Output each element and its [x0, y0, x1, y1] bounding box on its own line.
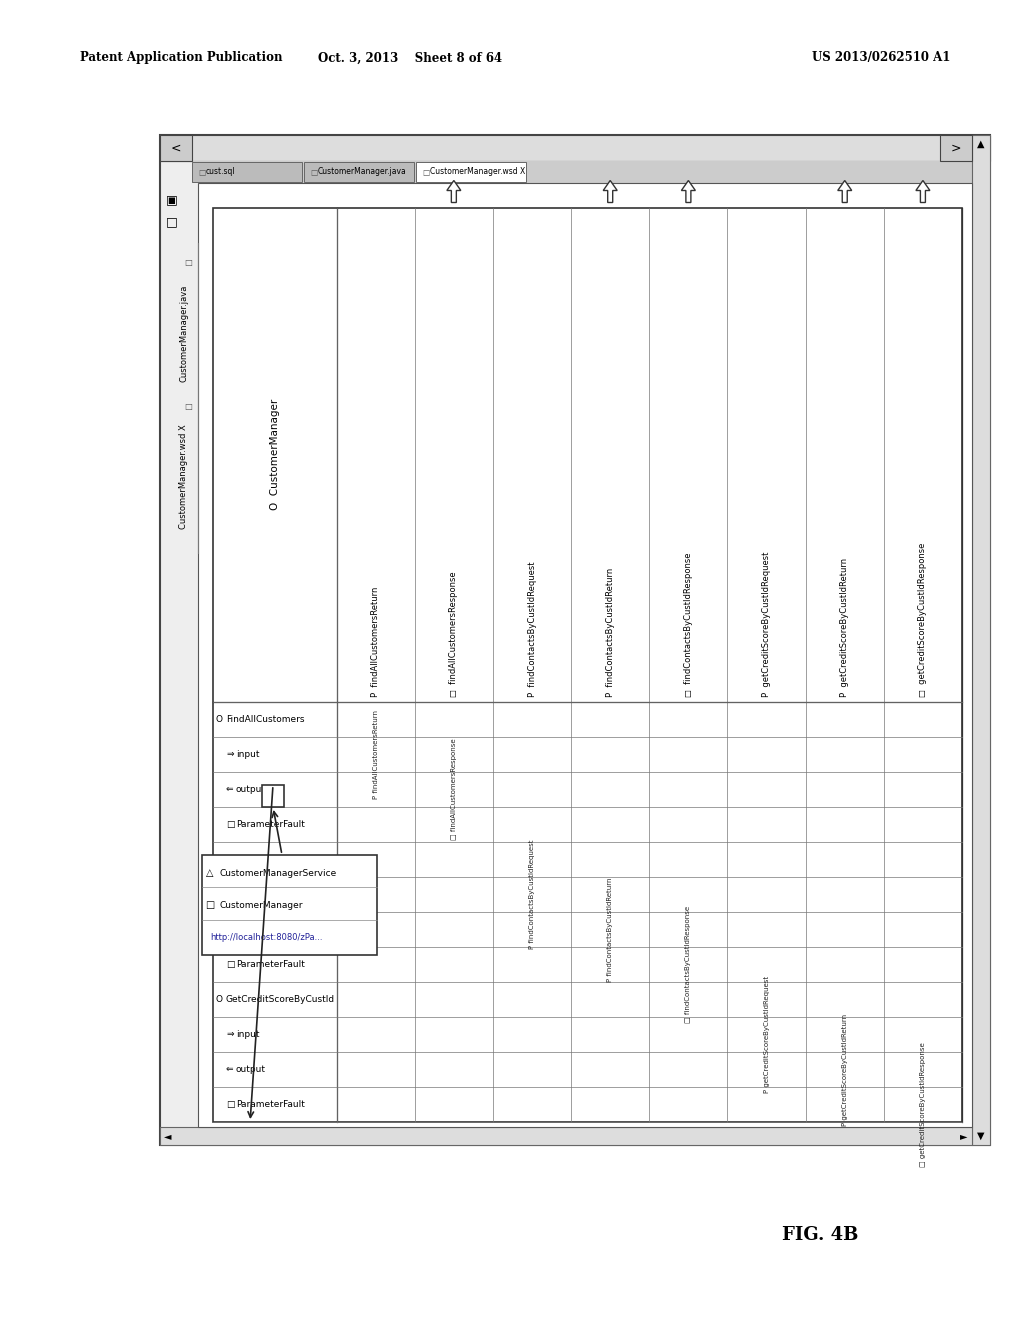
Bar: [202, 855, 377, 954]
FancyArrow shape: [838, 181, 852, 202]
Text: □: □: [184, 257, 191, 267]
Text: P findContactsByCustIdRequest: P findContactsByCustIdRequest: [529, 840, 535, 949]
Text: output: output: [236, 784, 266, 793]
Text: O  CustomerManager: O CustomerManager: [269, 399, 280, 511]
Text: P findContactsByCustIdReturn: P findContactsByCustIdReturn: [607, 876, 613, 982]
Bar: [160, 135, 193, 161]
Text: ⇐: ⇐: [226, 1065, 233, 1074]
Bar: [160, 135, 990, 1144]
Text: □: □: [310, 168, 317, 177]
Text: input: input: [236, 1030, 259, 1039]
Text: P  findContactsByCustIdReturn: P findContactsByCustIdReturn: [606, 568, 614, 697]
Bar: [193, 162, 302, 182]
Text: >: >: [950, 141, 962, 154]
Text: input: input: [236, 750, 259, 759]
Bar: [940, 135, 972, 161]
Text: ◄: ◄: [164, 1131, 172, 1140]
Text: CustomerManager: CustomerManager: [220, 900, 303, 909]
Bar: [160, 1127, 972, 1144]
Text: <: <: [171, 141, 181, 154]
Text: FIG. 4B: FIG. 4B: [781, 1226, 858, 1243]
Text: □ getCreditScoreByCustIdResponse: □ getCreditScoreByCustIdResponse: [920, 1041, 926, 1167]
Text: □ findContactsByCustIdResponse: □ findContactsByCustIdResponse: [685, 906, 691, 1023]
Text: □: □: [206, 900, 215, 909]
Text: P  getCreditScoreByCustIdRequest: P getCreditScoreByCustIdRequest: [762, 552, 771, 697]
Text: P getCreditScoreByCustIdRequest: P getCreditScoreByCustIdRequest: [764, 975, 770, 1093]
Text: □: □: [226, 820, 234, 829]
Bar: [416, 162, 526, 182]
Text: □  findAllCustomersResponse: □ findAllCustomersResponse: [450, 572, 459, 697]
Text: P  findContactsByCustIdRequest: P findContactsByCustIdRequest: [527, 561, 537, 697]
Text: □: □: [226, 960, 234, 969]
Text: □: □: [422, 168, 429, 177]
Text: □: □: [166, 215, 178, 228]
Text: △: △: [206, 869, 214, 878]
Bar: [160, 135, 990, 161]
Text: Patent Application Publication: Patent Application Publication: [80, 51, 283, 65]
Text: □: □: [198, 168, 205, 177]
Text: cust.sql: cust.sql: [206, 168, 236, 177]
FancyArrow shape: [915, 181, 930, 202]
Text: CustomerManagerService: CustomerManagerService: [220, 869, 337, 878]
Text: FindContactsByCustId: FindContactsByCustId: [226, 855, 325, 863]
Text: ParameterFault: ParameterFault: [236, 1100, 305, 1109]
Text: ⇒: ⇒: [226, 1030, 233, 1039]
Text: □: □: [226, 1100, 234, 1109]
Text: ⇐: ⇐: [226, 784, 233, 793]
Text: ParameterFault: ParameterFault: [236, 820, 305, 829]
Bar: [972, 135, 990, 1144]
Text: P  findAllCustomersReturn: P findAllCustomersReturn: [371, 586, 380, 697]
Text: ▼: ▼: [977, 1131, 985, 1140]
Text: CustomerManager.wsd X: CustomerManager.wsd X: [179, 425, 188, 529]
FancyArrow shape: [446, 181, 461, 202]
Text: Oct. 3, 2013    Sheet 8 of 64: Oct. 3, 2013 Sheet 8 of 64: [317, 51, 502, 65]
FancyArrow shape: [603, 181, 617, 202]
Text: P findAllCustomersReturn: P findAllCustomersReturn: [373, 710, 379, 799]
Text: ►: ►: [961, 1131, 968, 1140]
Text: O: O: [216, 995, 223, 1005]
Text: ParameterFault: ParameterFault: [236, 960, 305, 969]
Text: □ findAllCustomersResponse: □ findAllCustomersResponse: [451, 738, 457, 840]
Text: □  findContactsByCustIdResponse: □ findContactsByCustIdResponse: [684, 552, 693, 697]
Text: ▣: ▣: [166, 193, 178, 206]
Text: P getCreditScoreByCustIdReturn: P getCreditScoreByCustIdReturn: [842, 1014, 848, 1126]
Bar: [304, 162, 414, 182]
Text: output: output: [236, 1065, 266, 1074]
Text: http://localhost:8080/zPa...: http://localhost:8080/zPa...: [210, 933, 323, 942]
Bar: [213, 209, 962, 1122]
Text: CustomerManager.wsd X: CustomerManager.wsd X: [430, 168, 525, 177]
Text: ⇐: ⇐: [226, 925, 233, 933]
Text: US 2013/0262510 A1: US 2013/0262510 A1: [812, 51, 950, 65]
Text: output: output: [236, 925, 266, 933]
Text: □: □: [184, 403, 191, 411]
Text: input: input: [236, 890, 259, 899]
Text: ⇒: ⇒: [226, 750, 233, 759]
Bar: [198, 183, 972, 1127]
Text: ⇒: ⇒: [226, 890, 233, 899]
Bar: [193, 161, 972, 183]
Text: CustomerManager.java: CustomerManager.java: [179, 284, 188, 381]
Text: □  getCreditScoreByCustIdResponse: □ getCreditScoreByCustIdResponse: [919, 543, 928, 697]
Text: O: O: [216, 714, 223, 723]
FancyArrow shape: [681, 181, 695, 202]
Text: O: O: [216, 855, 223, 863]
Text: ▲: ▲: [977, 139, 985, 149]
Text: P  getCreditScoreByCustIdReturn: P getCreditScoreByCustIdReturn: [841, 557, 849, 697]
Text: GetCreditScoreByCustId: GetCreditScoreByCustId: [226, 995, 335, 1005]
Text: CustomerManager.java: CustomerManager.java: [318, 168, 407, 177]
Bar: [262, 785, 284, 807]
Text: FindAllCustomers: FindAllCustomers: [226, 714, 304, 723]
